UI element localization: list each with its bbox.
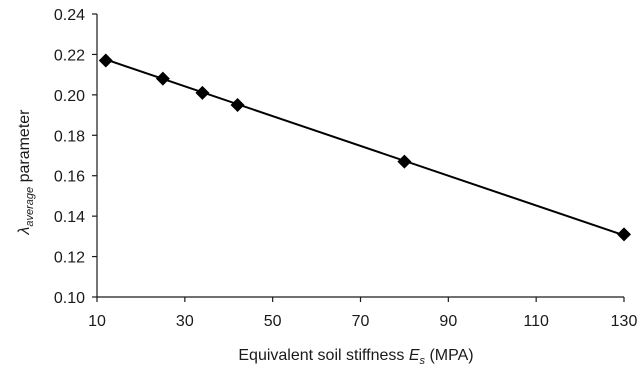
data-point-marker [617,227,631,242]
y-tick-label: 0.24 [54,7,85,24]
trend-line [105,58,625,237]
x-axis-title-text: Equivalent soil stiffness [238,347,408,364]
x-tick-label: 110 [523,313,549,330]
y-tick-label: 0.22 [54,47,85,64]
x-tick-label: 130 [611,313,638,330]
data-point-marker [195,85,210,100]
y-tick-label: 0.20 [54,88,85,105]
y-tick-label: 0.18 [54,128,85,145]
y-tick-label: 0.16 [54,169,85,186]
data-point-marker [397,154,412,169]
x-tick-label: 30 [176,313,194,330]
x-axis-title: Equivalent soil stiffness Es (MPA) [238,347,473,365]
x-tick-label: 70 [352,313,370,330]
y-axis-title-subscript: average [24,187,36,227]
x-tick-label: 90 [439,313,457,330]
data-points [98,53,631,242]
y-tick-label: 0.12 [54,250,85,267]
y-axis-title-symbol: λ [16,227,33,236]
y-axis-ticks: 0.10 0.12 0.14 0.16 0.18 0.20 0.22 0.24 [54,7,97,307]
data-point-marker [98,53,113,68]
x-axis-title-subscript: s [420,355,426,365]
svg-text:λaverage parameter: λaverage parameter [16,109,36,236]
x-tick-label: 50 [264,313,282,330]
x-axis-ticks: 10 30 50 70 90 110 130 [88,297,637,330]
y-tick-label: 0.14 [54,209,85,226]
data-point-marker [230,97,245,112]
x-axis-title-unit: (MPA) [425,347,474,364]
y-axis-title: λaverage parameter [16,109,36,236]
y-tick-label: 0.10 [54,290,85,307]
x-tick-label: 10 [88,313,106,330]
data-point-marker [155,71,170,86]
x-axis-title-symbol: E [409,347,420,364]
y-axis-title-text: parameter [16,109,33,187]
